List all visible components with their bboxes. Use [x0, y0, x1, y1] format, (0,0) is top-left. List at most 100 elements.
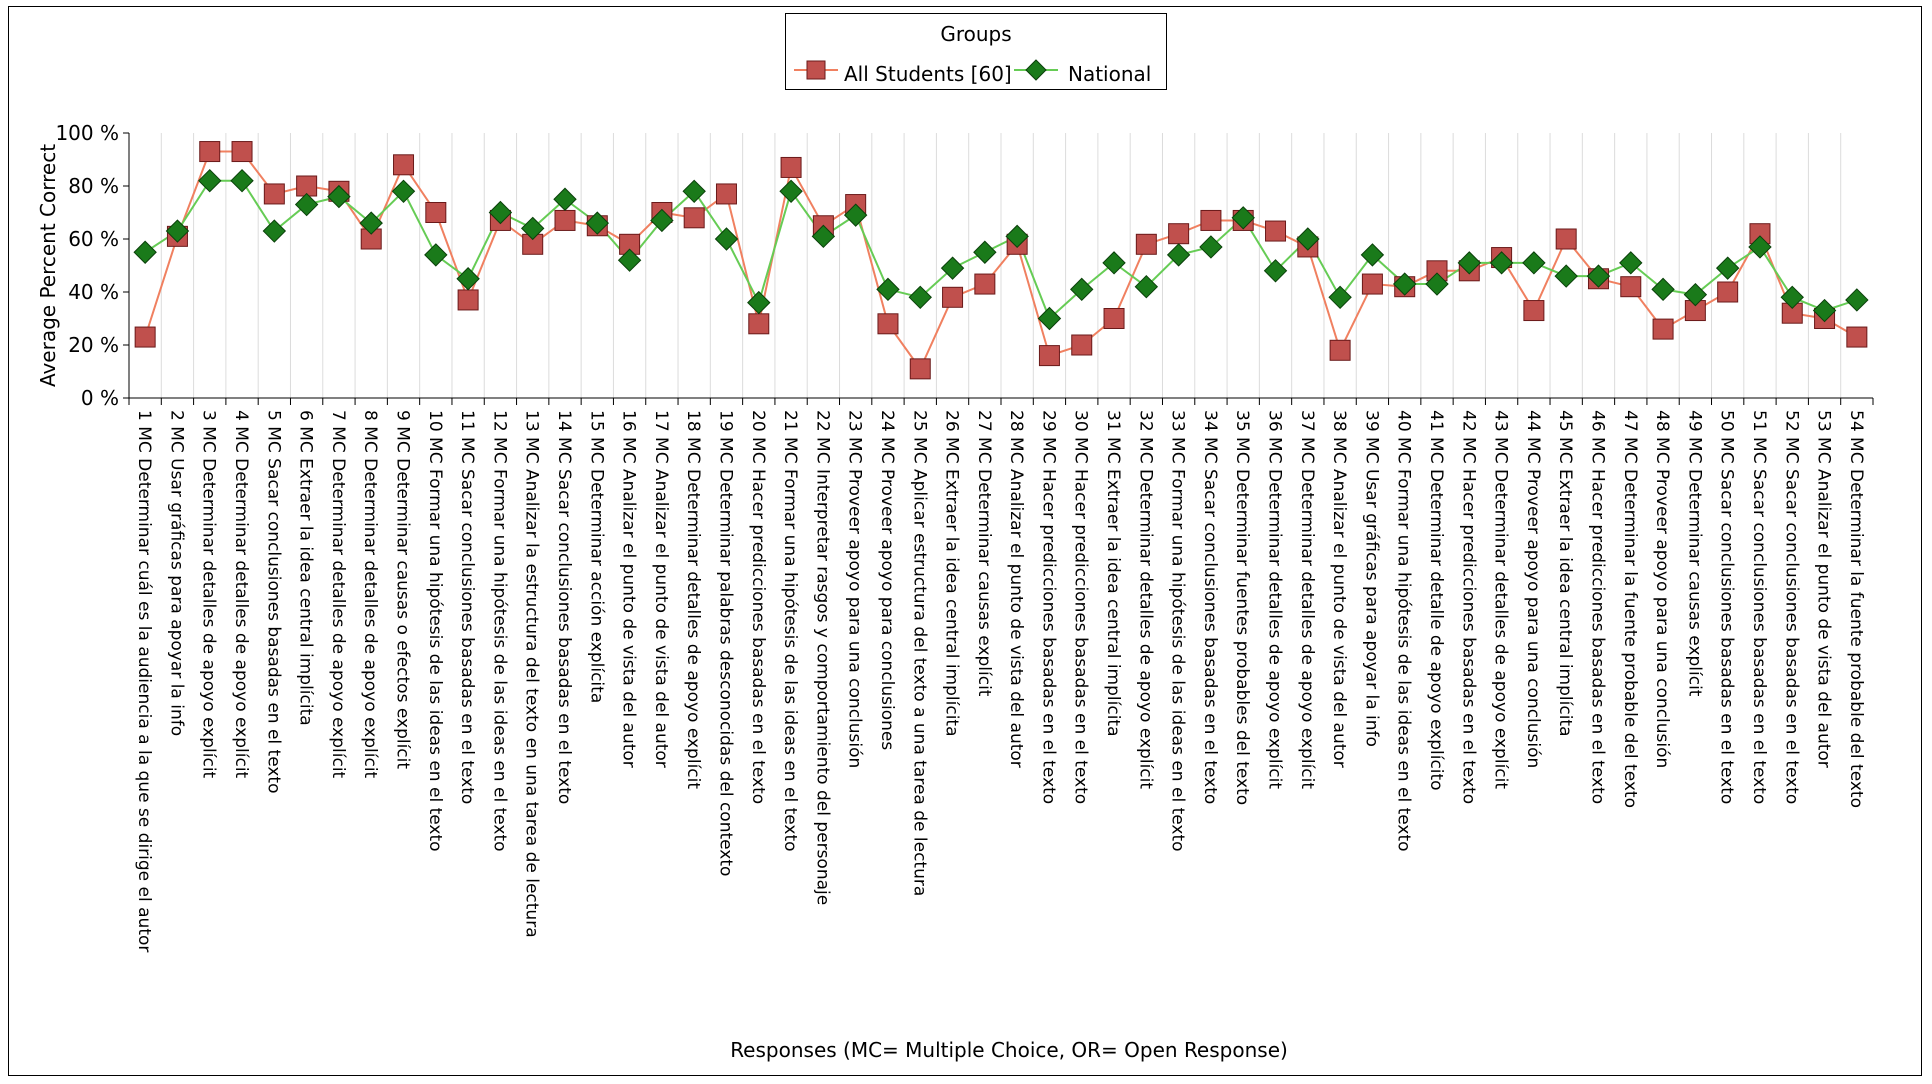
x-tick-label: 12 MC Formar una hipótesis de las ideas …	[489, 410, 509, 852]
data-point-all-students	[199, 141, 221, 163]
data-point-national	[940, 256, 965, 280]
x-tick-label: 44 MC Proveer apoyo para una conclusión	[1523, 410, 1543, 768]
data-point-national	[262, 219, 287, 243]
legend-title: Groups	[940, 22, 1012, 46]
x-tick-label: 42 MC Hacer predicciones basadas en el t…	[1458, 410, 1478, 804]
x-tick-label: 40 MC Formar una hipótesis de las ideas …	[1394, 410, 1414, 852]
x-tick-label: 50 MC Sacar conclusiones basadas en el t…	[1717, 410, 1737, 804]
data-point-all-students	[1329, 339, 1351, 361]
x-axis-title: Responses (MC= Multiple Choice, OR= Open…	[730, 1038, 1288, 1062]
data-point-national	[133, 240, 157, 264]
x-tick-label: 37 MC Determinar detalles de apoyo explí…	[1297, 410, 1317, 789]
data-point-all-students	[425, 202, 447, 223]
x-tick-label: 24 MC Proveer apoyo para conclusiones	[877, 410, 897, 750]
x-tick-label: 9 MC Determinar causas o efectos explíci…	[393, 410, 413, 769]
data-point-national	[1651, 277, 1675, 302]
x-tick-label: 25 MC Aplicar estructura del texto a una…	[909, 410, 929, 896]
legend-swatch-all-students	[794, 60, 838, 80]
data-point-all-students	[1555, 228, 1577, 250]
x-tick-label: 47 MC Determinar la fuente probable del …	[1620, 410, 1640, 808]
data-point-national	[198, 168, 222, 193]
x-tick-label: 43 MC Determinar detalles de apoyo explí…	[1491, 410, 1511, 789]
line-chart: 0 % 20 % 40 % 60 % 80 % 100 %Average Percent …	[36, 121, 1874, 1062]
data-point-all-students	[748, 313, 770, 335]
data-point-all-students	[1103, 308, 1125, 329]
data-point-national	[1392, 272, 1417, 296]
data-point-national	[1134, 274, 1159, 299]
data-point-national	[1683, 282, 1708, 307]
x-tick-label: 11 MC Sacar conclusiones basadas en el t…	[457, 410, 477, 804]
x-tick-label: 1 MC Determinar cuál es la audiencia a l…	[134, 410, 154, 952]
data-point-national	[1489, 251, 1514, 275]
x-tick-label: 3 MC Determinar detalles de apoyo explíc…	[199, 410, 219, 779]
data-point-all-students	[715, 183, 737, 205]
x-tick-label: 22 MC Interpretar rasgos y comportamient…	[812, 410, 832, 905]
data-point-all-students	[1652, 318, 1674, 340]
data-point-all-students	[231, 141, 253, 163]
data-point-national	[1296, 227, 1320, 251]
data-point-national	[1102, 251, 1126, 275]
x-tick-label: 15 MC Determinar acción explícita	[586, 410, 606, 703]
data-point-national	[1522, 251, 1546, 275]
x-tick-label: 30 MC Hacer predicciones basadas en el t…	[1071, 410, 1091, 804]
x-tick-label: 10 MC Formar una hipótesis de las ideas …	[425, 410, 445, 852]
data-point-national	[1619, 251, 1643, 275]
data-point-national	[553, 187, 577, 211]
x-tick-label: 21 MC Formar una hipótesis de las ideas …	[780, 410, 800, 852]
x-tick-label: 6 MC Extraer la idea central implícita	[296, 410, 316, 726]
x-tick-label: 23 MC Proveer apoyo para una conclusión	[845, 410, 865, 768]
x-tick-label: 19 MC Determinar palabras desconocidas d…	[715, 410, 735, 876]
data-point-all-students	[1717, 281, 1739, 303]
x-tick-label: 20 MC Hacer predicciones basadas en el t…	[748, 410, 768, 804]
x-tick-label: 27 MC Determinar causas explícit	[974, 410, 994, 697]
data-point-national	[650, 208, 674, 233]
x-tick-label: 52 MC Sacar conclusiones basadas en el t…	[1781, 410, 1801, 804]
x-tick-label: 41 MC Determinar detalle de apoyo explíc…	[1426, 410, 1446, 791]
legend-label-all-students: All Students [60]	[844, 62, 1012, 86]
x-tick-label: 8 MC Determinar detalles de apoyo explíc…	[360, 410, 380, 779]
data-point-all-students	[1038, 345, 1060, 367]
y-tick-label: 40 %	[68, 280, 119, 304]
x-tick-label: 26 MC Extraer la idea central implícita	[942, 410, 962, 737]
data-point-national	[1845, 288, 1869, 312]
x-tick-label: 32 MC Determinar detalles de apoyo explí…	[1135, 410, 1155, 789]
data-point-national	[973, 240, 997, 264]
data-point-all-students	[263, 183, 285, 205]
x-tick-label: 54 MC Determinar la fuente probable del …	[1846, 410, 1866, 808]
x-tick-label: 33 MC Formar una hipótesis de las ideas …	[1168, 410, 1188, 852]
data-point-national	[1360, 243, 1385, 267]
x-tick-label: 51 MC Sacar conclusiones basadas en el t…	[1749, 410, 1769, 804]
data-point-national	[165, 219, 190, 243]
data-point-all-students	[942, 286, 964, 308]
x-tick-label: 31 MC Extraer la idea central implícita	[1103, 410, 1123, 737]
data-point-national	[1812, 298, 1837, 323]
data-point-all-students	[554, 209, 576, 231]
data-point-national	[779, 179, 803, 204]
data-point-all-students	[877, 313, 899, 335]
data-point-national	[1748, 235, 1772, 259]
data-point-national	[811, 224, 836, 249]
data-point-national	[1780, 285, 1804, 310]
data-point-all-students	[1071, 334, 1093, 356]
x-tick-label: 14 MC Sacar conclusiones basadas en el t…	[554, 410, 574, 804]
data-point-all-students	[1361, 273, 1383, 295]
x-tick-label: 2 MC Usar gráficas para apoyar la info	[166, 410, 186, 736]
data-point-all-students	[909, 358, 931, 380]
x-tick-label: 46 MC Hacer predicciones basadas en el t…	[1587, 410, 1607, 804]
y-tick-label: 100 %	[55, 121, 119, 145]
y-tick-label: 0 %	[81, 386, 119, 410]
data-point-all-students	[1265, 220, 1287, 242]
data-point-national	[488, 200, 513, 225]
x-tick-label: 7 MC Determinar detalles de apoyo explíc…	[328, 410, 348, 779]
x-tick-label: 13 MC Analizar la estructura del texto e…	[522, 410, 542, 938]
data-point-all-students	[1200, 209, 1222, 231]
x-tick-label: 35 MC Determinar fuentes probables del t…	[1232, 410, 1252, 805]
x-tick-label: 17 MC Analizar el punto de vista del aut…	[651, 410, 671, 768]
data-point-national	[391, 179, 416, 204]
data-point-national	[520, 216, 545, 241]
x-tick-label: 34 MC Sacar conclusiones basadas en el t…	[1200, 410, 1220, 804]
x-tick-label: 49 MC Determinar causas explícit	[1684, 410, 1704, 697]
data-point-national	[585, 211, 610, 235]
data-point-all-students	[974, 273, 996, 295]
data-point-national	[1166, 243, 1191, 267]
